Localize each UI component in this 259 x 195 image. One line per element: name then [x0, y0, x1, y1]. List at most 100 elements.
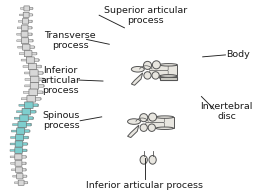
- FancyBboxPatch shape: [17, 174, 23, 179]
- FancyBboxPatch shape: [146, 123, 164, 128]
- FancyBboxPatch shape: [10, 150, 15, 151]
- FancyBboxPatch shape: [26, 57, 34, 63]
- FancyBboxPatch shape: [22, 108, 31, 115]
- FancyBboxPatch shape: [30, 70, 38, 76]
- FancyBboxPatch shape: [28, 20, 32, 23]
- FancyBboxPatch shape: [10, 156, 15, 158]
- Text: Inferior
articular
process: Inferior articular process: [40, 66, 80, 95]
- FancyBboxPatch shape: [11, 130, 17, 132]
- FancyBboxPatch shape: [16, 167, 22, 173]
- FancyBboxPatch shape: [31, 76, 39, 83]
- FancyBboxPatch shape: [15, 141, 23, 147]
- FancyBboxPatch shape: [35, 98, 41, 100]
- FancyBboxPatch shape: [27, 27, 32, 29]
- FancyBboxPatch shape: [24, 182, 28, 183]
- FancyBboxPatch shape: [11, 162, 16, 164]
- FancyBboxPatch shape: [11, 136, 16, 138]
- FancyBboxPatch shape: [149, 70, 168, 76]
- FancyBboxPatch shape: [23, 44, 30, 50]
- FancyBboxPatch shape: [21, 162, 26, 165]
- FancyBboxPatch shape: [38, 78, 45, 80]
- Ellipse shape: [149, 155, 156, 164]
- FancyBboxPatch shape: [19, 53, 25, 55]
- FancyBboxPatch shape: [38, 72, 44, 74]
- FancyBboxPatch shape: [18, 20, 23, 22]
- Polygon shape: [131, 73, 143, 85]
- Ellipse shape: [140, 124, 147, 131]
- FancyBboxPatch shape: [27, 96, 35, 102]
- Text: Inferior articular process: Inferior articular process: [86, 181, 203, 190]
- FancyBboxPatch shape: [15, 154, 22, 160]
- FancyBboxPatch shape: [20, 8, 24, 9]
- FancyBboxPatch shape: [21, 156, 26, 158]
- Ellipse shape: [140, 114, 148, 122]
- FancyBboxPatch shape: [24, 51, 32, 57]
- FancyBboxPatch shape: [30, 110, 35, 113]
- FancyBboxPatch shape: [34, 59, 39, 61]
- FancyBboxPatch shape: [33, 104, 39, 106]
- Ellipse shape: [160, 75, 177, 80]
- FancyBboxPatch shape: [29, 7, 33, 10]
- FancyBboxPatch shape: [28, 117, 34, 119]
- FancyBboxPatch shape: [28, 40, 33, 42]
- FancyBboxPatch shape: [21, 98, 27, 100]
- FancyBboxPatch shape: [21, 59, 27, 61]
- FancyBboxPatch shape: [23, 12, 29, 18]
- FancyBboxPatch shape: [24, 6, 30, 11]
- FancyBboxPatch shape: [24, 130, 30, 132]
- FancyBboxPatch shape: [20, 115, 28, 121]
- FancyBboxPatch shape: [22, 150, 27, 151]
- FancyBboxPatch shape: [28, 117, 33, 120]
- FancyBboxPatch shape: [38, 72, 43, 74]
- FancyBboxPatch shape: [21, 38, 29, 44]
- FancyBboxPatch shape: [19, 14, 24, 16]
- Ellipse shape: [156, 127, 174, 129]
- FancyBboxPatch shape: [27, 27, 32, 29]
- FancyBboxPatch shape: [16, 111, 23, 113]
- FancyBboxPatch shape: [15, 182, 19, 183]
- Ellipse shape: [156, 116, 174, 118]
- Text: Transverse
process: Transverse process: [44, 31, 96, 50]
- FancyBboxPatch shape: [17, 128, 25, 134]
- FancyBboxPatch shape: [23, 136, 29, 138]
- FancyBboxPatch shape: [13, 176, 17, 177]
- FancyBboxPatch shape: [21, 31, 28, 37]
- FancyBboxPatch shape: [37, 91, 42, 94]
- Ellipse shape: [160, 75, 177, 77]
- FancyBboxPatch shape: [27, 33, 32, 35]
- FancyBboxPatch shape: [22, 143, 28, 145]
- FancyBboxPatch shape: [25, 85, 31, 87]
- Polygon shape: [127, 125, 139, 137]
- FancyBboxPatch shape: [26, 123, 31, 126]
- FancyBboxPatch shape: [29, 8, 33, 9]
- FancyBboxPatch shape: [30, 111, 36, 113]
- FancyBboxPatch shape: [28, 20, 33, 22]
- Ellipse shape: [152, 61, 160, 69]
- FancyBboxPatch shape: [14, 117, 20, 119]
- FancyBboxPatch shape: [23, 91, 30, 93]
- Text: Spinous
process: Spinous process: [43, 111, 80, 130]
- FancyBboxPatch shape: [23, 66, 29, 67]
- FancyBboxPatch shape: [30, 46, 35, 48]
- FancyBboxPatch shape: [21, 156, 27, 158]
- FancyBboxPatch shape: [17, 33, 22, 35]
- Ellipse shape: [160, 64, 177, 66]
- FancyBboxPatch shape: [22, 149, 26, 152]
- Bar: [160, 77, 177, 80]
- FancyBboxPatch shape: [23, 176, 27, 177]
- FancyBboxPatch shape: [30, 46, 34, 49]
- FancyBboxPatch shape: [18, 46, 23, 48]
- FancyBboxPatch shape: [15, 147, 22, 153]
- FancyBboxPatch shape: [31, 52, 36, 55]
- Text: Body: Body: [226, 50, 250, 59]
- Bar: [156, 117, 174, 128]
- FancyBboxPatch shape: [18, 180, 24, 185]
- Ellipse shape: [144, 72, 151, 79]
- FancyBboxPatch shape: [25, 102, 33, 109]
- FancyBboxPatch shape: [149, 65, 168, 70]
- FancyBboxPatch shape: [16, 134, 24, 141]
- FancyBboxPatch shape: [21, 162, 26, 164]
- Ellipse shape: [152, 72, 159, 79]
- FancyBboxPatch shape: [22, 143, 27, 145]
- FancyBboxPatch shape: [35, 97, 40, 100]
